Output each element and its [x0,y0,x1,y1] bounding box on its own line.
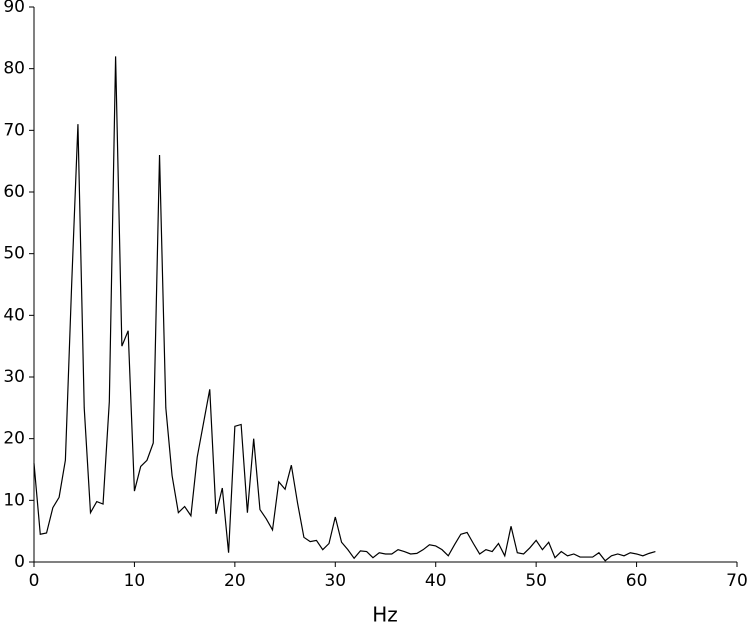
x-tick-label: 70 [726,571,747,591]
y-tick-label: 70 [3,120,25,140]
y-tick-label: 10 [3,490,25,510]
y-tick-label: 90 [3,0,25,17]
y-tick-label: 0 [14,552,25,572]
x-tick-label: 30 [324,571,346,591]
data-line [33,56,656,562]
y-tick-label: 40 [3,305,25,325]
y-tick-label: 50 [3,244,25,264]
x-axis-label: Hz [372,603,398,626]
x-tick-label: 60 [626,571,648,591]
x-tick-label: 40 [425,571,447,591]
y-tick-label: 30 [3,367,25,387]
x-tick-label: 10 [124,571,146,591]
x-tick-label: 50 [525,571,547,591]
y-tick-label: 20 [3,429,25,449]
x-tick-label: 0 [29,571,40,591]
y-tick-label: 60 [3,182,25,202]
x-tick-label: 20 [224,571,246,591]
y-tick-label: 80 [3,59,25,79]
